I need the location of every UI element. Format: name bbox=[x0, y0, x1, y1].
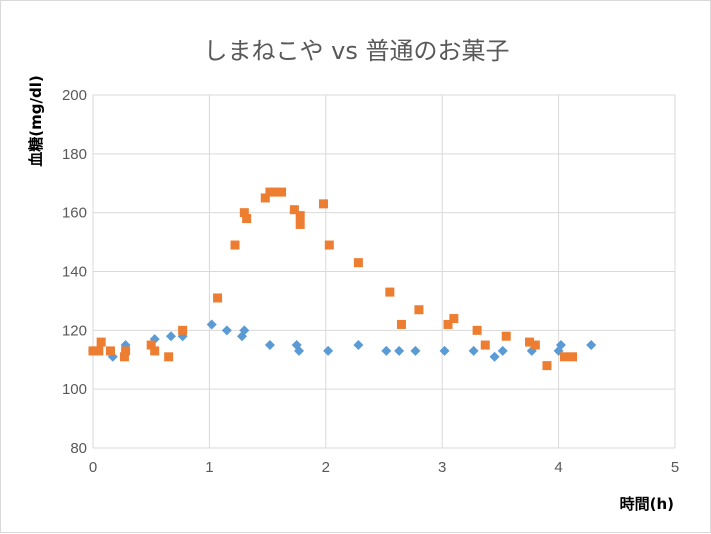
series-2-point bbox=[88, 346, 98, 356]
series-2-point bbox=[277, 187, 287, 197]
x-tick-label: 2 bbox=[322, 459, 330, 476]
series-2-point bbox=[559, 352, 569, 362]
series-2-point bbox=[542, 361, 552, 371]
series-1-point bbox=[381, 345, 392, 356]
series-2-point bbox=[449, 314, 459, 324]
series-2-point bbox=[385, 287, 395, 297]
series-2-point bbox=[164, 352, 174, 362]
series-2-point bbox=[353, 258, 363, 268]
series-1-point bbox=[165, 331, 176, 342]
series-2-point bbox=[501, 331, 511, 341]
series-2-point bbox=[295, 219, 305, 229]
series-2-point bbox=[94, 346, 104, 356]
series-2-point bbox=[260, 193, 270, 203]
series-2-point bbox=[105, 346, 115, 356]
series-2-point bbox=[443, 319, 453, 329]
series-2-point bbox=[265, 187, 275, 197]
series-2-point bbox=[119, 352, 129, 362]
series-1-point bbox=[410, 345, 421, 356]
series-2-point bbox=[239, 208, 249, 218]
series-1-point bbox=[586, 340, 597, 351]
series-2-point bbox=[121, 346, 131, 356]
series-2-point bbox=[242, 214, 252, 224]
x-tick-label: 5 bbox=[671, 459, 679, 476]
series-1-point bbox=[468, 345, 479, 356]
series-1-point bbox=[555, 340, 566, 351]
series-2-point bbox=[472, 325, 482, 335]
series-2-point bbox=[480, 340, 490, 350]
y-tick-label: 100 bbox=[62, 381, 87, 398]
series-1-point bbox=[489, 351, 500, 362]
series-2-point bbox=[568, 352, 578, 362]
series-1-point bbox=[264, 340, 275, 351]
y-tick-label: 160 bbox=[62, 205, 87, 222]
series-1-point bbox=[439, 345, 450, 356]
series-2-point bbox=[324, 240, 334, 250]
series-1-point bbox=[353, 340, 364, 351]
x-axis-label: 時間(h) bbox=[619, 495, 674, 513]
y-tick-label: 200 bbox=[62, 87, 87, 104]
series-1-point bbox=[497, 345, 508, 356]
series-1-point bbox=[394, 345, 405, 356]
series-1-point bbox=[206, 319, 217, 330]
series-2-point bbox=[150, 346, 160, 356]
x-tick-label: 1 bbox=[205, 459, 213, 476]
series-2-point bbox=[295, 211, 305, 221]
chart-title: しまねこや vs 普通のお菓子 bbox=[203, 37, 510, 65]
series-2-point bbox=[271, 187, 281, 197]
series-2-point bbox=[96, 337, 106, 347]
series-2-point bbox=[230, 240, 240, 250]
y-tick-label: 120 bbox=[62, 322, 87, 339]
x-tick-label: 0 bbox=[89, 459, 97, 476]
series-2-point bbox=[178, 325, 188, 335]
x-tick-label: 4 bbox=[554, 459, 562, 476]
series-2-point bbox=[525, 337, 534, 347]
series-1-point bbox=[323, 345, 334, 356]
x-tick-label: 3 bbox=[438, 459, 446, 476]
series-2-point bbox=[530, 340, 540, 350]
series-2-point bbox=[289, 205, 299, 215]
y-tick-label: 80 bbox=[70, 440, 87, 457]
y-tick-label: 140 bbox=[62, 264, 87, 281]
series-1-point bbox=[294, 345, 305, 356]
y-tick-label: 180 bbox=[62, 146, 87, 163]
series-2-point bbox=[213, 293, 223, 303]
series-2-point bbox=[318, 199, 328, 209]
series-2-point bbox=[396, 319, 406, 329]
series-1-point bbox=[239, 325, 250, 336]
series-2-point bbox=[414, 305, 424, 315]
series-2-point bbox=[146, 340, 156, 350]
series-1-point bbox=[221, 325, 232, 336]
